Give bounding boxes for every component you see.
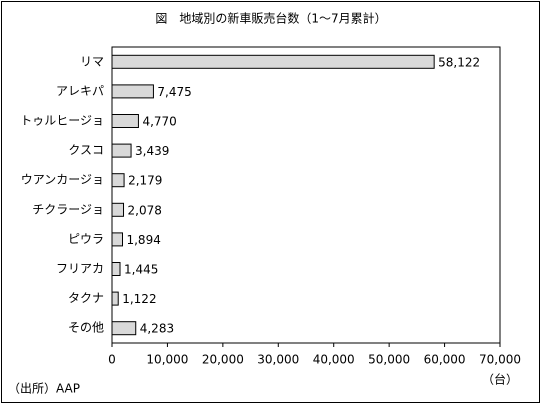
y-tick-label: その他 [68, 321, 104, 335]
bar [111, 114, 139, 128]
x-tick-label: 30,000 [257, 353, 299, 367]
bar [111, 54, 435, 69]
value-label: 1,445 [124, 263, 158, 277]
value-label: 3,439 [135, 144, 169, 158]
y-tick-label: フリアカ [56, 262, 104, 276]
value-label: 2,179 [128, 174, 162, 188]
x-tick-label: 20,000 [202, 353, 244, 367]
y-tick-label: タクナ [68, 291, 104, 305]
value-label: 58,122 [438, 55, 480, 69]
chart-title: 図 地域別の新車販売台数（1～7月累計） [155, 11, 386, 26]
x-tick-label: 70,000 [479, 353, 521, 367]
bar [111, 321, 137, 336]
source-note: （出所）AAP [8, 382, 80, 396]
y-tick-label: ピウラ [68, 232, 104, 246]
bar [111, 262, 121, 276]
bar [111, 291, 119, 306]
y-tick-label: リマ [80, 54, 104, 68]
plot-area [111, 46, 501, 344]
value-label: 1,894 [126, 233, 160, 247]
value-label: 4,770 [142, 115, 176, 129]
y-tick-label: ウアンカージョ [21, 173, 104, 187]
value-label: 7,475 [157, 85, 191, 99]
x-tick-label: 10,000 [146, 353, 188, 367]
bar [111, 202, 125, 217]
y-tick-label: チクラージョ [32, 202, 104, 216]
x-tick-label: 60,000 [424, 353, 466, 367]
y-tick-label: トゥルヒージョ [20, 114, 104, 128]
bar [111, 173, 125, 188]
bar [111, 232, 123, 247]
unit-label: （台） [482, 372, 518, 387]
value-label: 4,283 [140, 322, 174, 336]
bar [111, 143, 132, 158]
y-tick-label: クスコ [68, 143, 104, 157]
x-tick-label: 50,000 [368, 353, 410, 367]
x-tick-label: 40,000 [313, 353, 355, 367]
x-tick-label: 0 [108, 353, 116, 367]
value-label: 1,122 [122, 292, 156, 306]
y-tick-label: アレキパ [56, 84, 104, 98]
value-label: 2,078 [128, 203, 162, 217]
bar [111, 84, 154, 99]
